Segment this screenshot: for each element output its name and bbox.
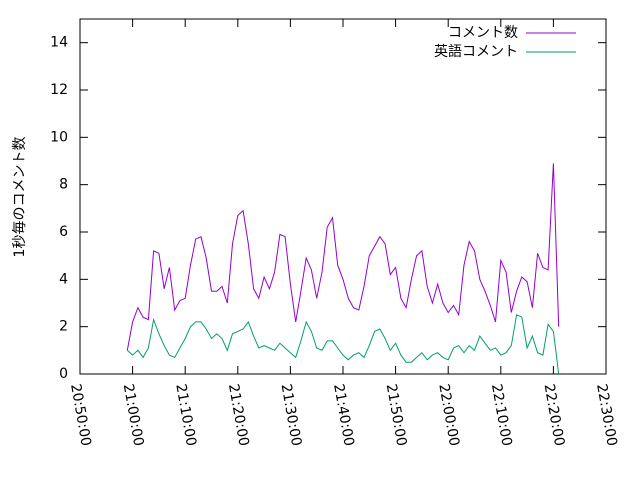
x-tick-label: 21:40:00	[330, 383, 357, 448]
y-tick-label: 0	[59, 366, 68, 382]
y-tick-label: 8	[59, 177, 68, 193]
plot-frame	[79, 18, 607, 375]
x-tick-label: 22:20:00	[541, 383, 568, 448]
legend-label: 英語コメント	[434, 43, 518, 60]
y-tick-label: 10	[50, 129, 68, 145]
x-tick-label: 21:10:00	[172, 383, 199, 448]
y-tick-label: 12	[50, 82, 68, 98]
y-axis-label: 1秒毎のコメント数	[12, 137, 28, 258]
y-tick-label: 6	[59, 224, 68, 240]
x-tick-label: 21:30:00	[278, 383, 305, 448]
x-tick-label: 21:20:00	[225, 383, 252, 448]
legend-label: コメント数	[448, 25, 518, 41]
x-tick-label: 22:10:00	[488, 383, 515, 448]
y-tick-label: 4	[59, 271, 68, 287]
x-tick-label: 21:00:00	[120, 383, 147, 448]
series-line	[126, 314, 560, 375]
x-tick-label: 20:50:00	[67, 383, 94, 448]
y-tick-label: 14	[50, 35, 68, 51]
series-line	[126, 163, 560, 351]
y-tick-label: 2	[59, 319, 68, 335]
x-tick-label: 22:00:00	[435, 383, 462, 448]
x-tick-label: 22:30:00	[593, 383, 620, 448]
x-tick-label: 21:50:00	[383, 383, 410, 448]
